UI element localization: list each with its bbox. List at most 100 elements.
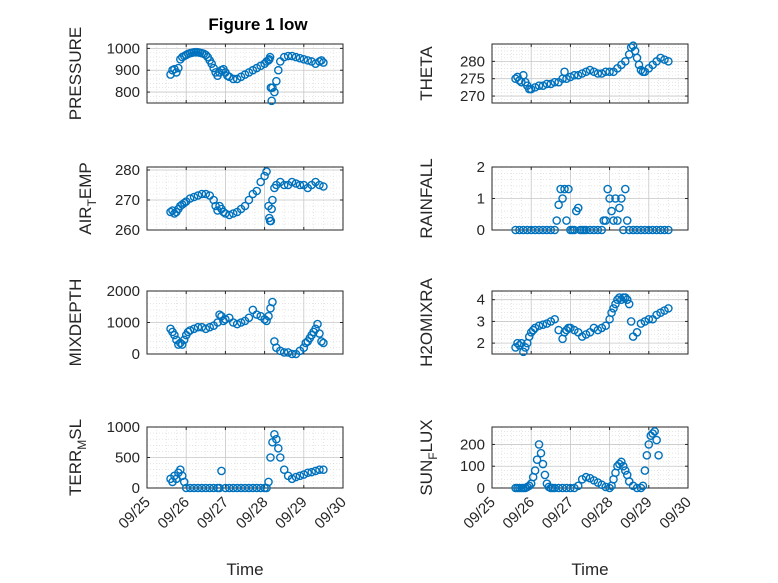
- subplot-mixdepth: 0 1000 2000 MIXDEPTH: [66, 279, 344, 366]
- data-point: [189, 324, 199, 334]
- y-tick-label: 2: [477, 159, 485, 176]
- data-point: [215, 310, 224, 319]
- data-point: [283, 348, 293, 357]
- data-point: [611, 194, 620, 203]
- data-point: [624, 299, 634, 309]
- y-tick-label: 200: [460, 436, 485, 453]
- x-tick-label: 09/27: [194, 494, 233, 533]
- data-point: [275, 346, 285, 356]
- y-axis-label: SUNFLUX: [417, 419, 440, 495]
- y-axis-label: H2OMIXRA: [417, 277, 436, 366]
- y-axis-label: PRESSURE: [66, 27, 85, 121]
- y-tick-label: 0: [132, 346, 140, 363]
- data-point: [585, 65, 595, 75]
- data-point: [644, 440, 654, 449]
- subplot-pressure: 800 900 1000 PRESSURE: [66, 27, 344, 121]
- data-point: [264, 477, 273, 487]
- data-point: [177, 340, 187, 349]
- data-point: [315, 329, 324, 338]
- data-point: [315, 180, 324, 190]
- data-point: [532, 455, 542, 464]
- axes-box: [491, 290, 689, 355]
- data-point: [266, 453, 275, 462]
- data-point: [256, 483, 265, 493]
- x-tick-label: 09/30: [656, 494, 695, 533]
- x-tick-label: 09/28: [578, 494, 617, 533]
- data-point: [564, 184, 573, 194]
- data-point: [287, 177, 297, 187]
- data-point: [521, 343, 530, 352]
- data-point: [268, 83, 277, 93]
- data-point: [166, 207, 175, 217]
- data-point: [279, 465, 289, 475]
- data-point: [593, 225, 603, 235]
- data-point: [573, 481, 583, 491]
- data-point: [279, 52, 289, 62]
- data-point: [650, 427, 659, 436]
- data-point: [295, 180, 305, 190]
- data-point: [299, 343, 309, 353]
- data-point: [562, 216, 571, 225]
- data-point: [268, 297, 277, 307]
- data-point: [636, 483, 646, 493]
- subplot-rainfall: 0 1 2 RAINFALL: [417, 158, 689, 239]
- data-point: [622, 216, 632, 225]
- data-point: [193, 191, 203, 200]
- data-point: [573, 203, 583, 213]
- data-point: [267, 96, 276, 106]
- subplot-air-temp: 260 270 280 AIRTEMP: [76, 162, 344, 239]
- y-tick-label: 100: [460, 458, 485, 475]
- x-tick-label: 09/26: [499, 494, 538, 533]
- y-axis-label: TERRMSL: [66, 419, 89, 496]
- data-point: [207, 59, 216, 68]
- data-point: [201, 324, 211, 334]
- data-point: [607, 206, 616, 216]
- data-point: [593, 69, 603, 78]
- data-point: [319, 182, 328, 191]
- data-point: [613, 216, 622, 225]
- data-point: [291, 472, 301, 482]
- data-point: [228, 209, 238, 218]
- data-point: [267, 204, 276, 214]
- data-point: [562, 74, 571, 84]
- data-point: [536, 448, 546, 458]
- data-point: [262, 167, 271, 176]
- data-point: [232, 319, 242, 329]
- data-point: [601, 482, 610, 492]
- y-tick-label: 4: [477, 292, 485, 309]
- y-tick-label: 900: [115, 62, 140, 79]
- axes-box: [491, 426, 689, 489]
- data-point: [581, 472, 591, 482]
- data-point: [566, 72, 575, 82]
- data-point: [268, 195, 277, 205]
- data-point: [656, 53, 665, 63]
- data-point: [291, 179, 301, 188]
- data-point: [660, 225, 669, 235]
- data-point: [252, 310, 262, 319]
- data-point: [622, 295, 632, 304]
- data-point: [209, 483, 218, 493]
- data-point: [524, 481, 534, 491]
- data-point: [609, 304, 618, 313]
- x-tick-label: 09/25: [460, 494, 499, 533]
- subplot-terr-msl: 0 500 1000 TERRMSL 09/25 09/26 09/27 09/28 09/29…: [66, 419, 350, 579]
- data-point: [654, 451, 663, 460]
- x-tick-label: 09/26: [154, 494, 193, 533]
- data-point: [279, 348, 289, 357]
- data-point: [228, 74, 238, 84]
- y-tick-label: 500: [115, 450, 140, 467]
- data-point: [291, 52, 301, 62]
- data-point: [597, 69, 607, 78]
- data-point: [538, 320, 548, 329]
- data-point: [628, 41, 638, 51]
- data-point: [534, 440, 544, 449]
- y-tick-label: 280: [115, 162, 140, 179]
- data-point: [201, 189, 211, 199]
- data-point: [287, 474, 297, 484]
- data-point: [244, 195, 254, 205]
- data-point: [275, 453, 285, 462]
- data-point: [205, 322, 215, 332]
- data-point: [550, 314, 560, 324]
- y-tick-label: 1000: [107, 315, 140, 332]
- data-point: [213, 318, 222, 327]
